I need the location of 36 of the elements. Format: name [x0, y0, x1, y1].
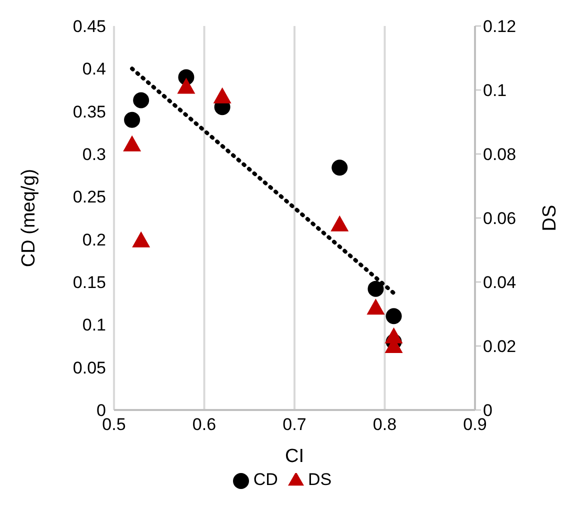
y2-tick-label: 0.12	[483, 17, 516, 36]
y-tick-label: 0.3	[82, 145, 106, 164]
point	[386, 308, 402, 324]
legend-label: CD	[253, 470, 278, 489]
y-tick-label: 0.05	[72, 358, 106, 378]
x-tick-label: 0.6	[192, 415, 216, 434]
point	[366, 298, 385, 315]
y2-tick-label: 0.08	[483, 145, 516, 164]
point	[213, 87, 232, 104]
x-tick-label: 0.5	[102, 415, 126, 434]
y-tick-label: 0.45	[72, 17, 106, 36]
point	[368, 280, 384, 297]
point	[332, 160, 348, 176]
x-tick-label: 0.8	[372, 415, 397, 434]
y-axis-title: CD (meq/g)	[18, 168, 40, 268]
point	[177, 78, 196, 94]
x-tick-label: 0.9	[463, 415, 487, 434]
y2-axis-title: DS	[540, 204, 561, 232]
legend-label: DS	[308, 470, 332, 489]
point	[330, 215, 349, 232]
point	[123, 135, 142, 152]
point	[133, 92, 150, 108]
y-tick-label: 0.15	[72, 273, 106, 292]
point	[124, 112, 140, 128]
y2-tick-label: 0.06	[483, 209, 516, 228]
y2-tick-label: 0.02	[483, 337, 516, 356]
y2-tick-label: 0.04	[483, 273, 516, 292]
y2-tick-label: 0.1	[483, 81, 507, 100]
x-tick-label: 0.7	[282, 415, 306, 434]
y-tick-label: 0.35	[72, 102, 106, 122]
y-tick-label: 0.1	[82, 316, 106, 335]
y-tick-label: 0.2	[82, 230, 106, 250]
point	[132, 231, 150, 248]
y-tick-label: 0.25	[72, 188, 106, 207]
y-tick-label: 0.4	[82, 60, 106, 79]
x-axis-title: CI	[285, 446, 304, 467]
